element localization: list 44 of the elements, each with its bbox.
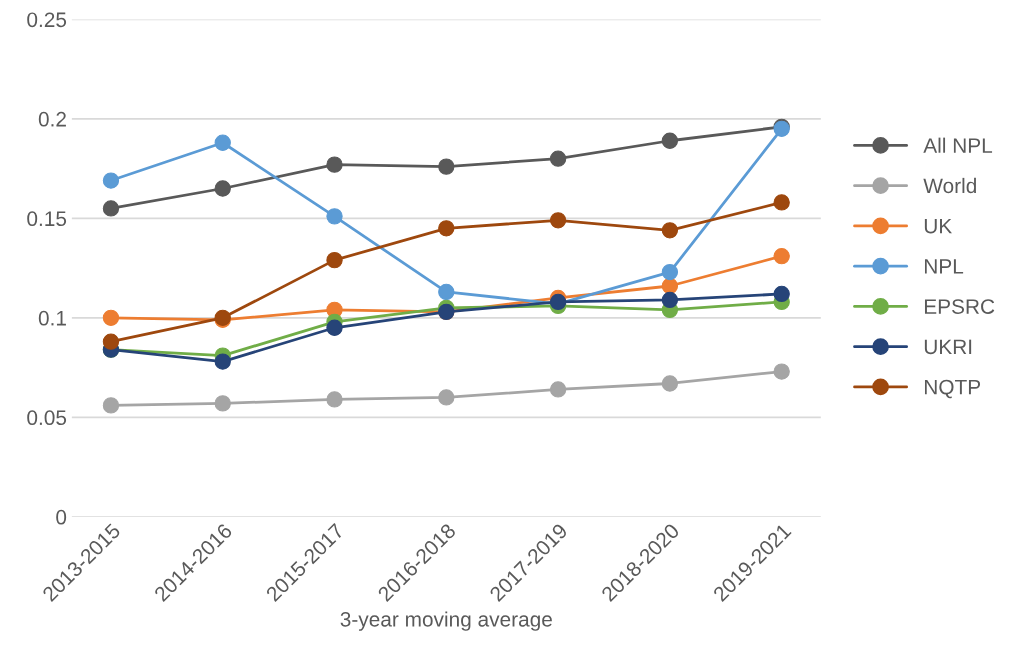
point (214, 353, 231, 370)
point (549, 381, 567, 398)
point (326, 156, 343, 173)
point (102, 172, 120, 189)
point (773, 285, 790, 303)
legend-label: NPL (924, 259, 964, 274)
point (214, 134, 231, 151)
point (102, 333, 120, 350)
point (326, 208, 343, 225)
point (102, 200, 120, 217)
x-axis-title: 3-year moving average (340, 611, 552, 631)
point (661, 222, 679, 239)
y-tick-label: 0.1 (38, 310, 66, 326)
point (773, 247, 790, 265)
point (661, 132, 679, 149)
legend-label: EPSRC (924, 299, 995, 314)
point (326, 319, 343, 336)
point (773, 194, 790, 211)
point (549, 212, 567, 229)
point (214, 395, 231, 412)
point (214, 180, 231, 197)
legend-label: NQTP (924, 379, 981, 399)
point (661, 263, 679, 281)
point (438, 158, 455, 175)
y-tick-label: 0.25 (27, 12, 67, 28)
point (661, 375, 679, 392)
point (549, 150, 567, 167)
y-tick-label: 0.2 (38, 111, 66, 127)
point (326, 391, 343, 408)
y-tick-label: 0.05 (27, 410, 67, 426)
point (438, 220, 455, 237)
legend-label: UK (924, 218, 952, 234)
point (102, 309, 120, 326)
legend-label: All NPL (923, 137, 993, 153)
point (438, 283, 455, 301)
legend-label: World (923, 177, 976, 194)
point (773, 363, 790, 380)
point (102, 397, 120, 414)
point (661, 291, 679, 309)
point (438, 389, 455, 406)
legend-label: UKRI (924, 339, 972, 355)
point (326, 251, 343, 269)
y-tick-label: 0.15 (27, 211, 67, 227)
y-tick-label: 0 (56, 509, 67, 525)
